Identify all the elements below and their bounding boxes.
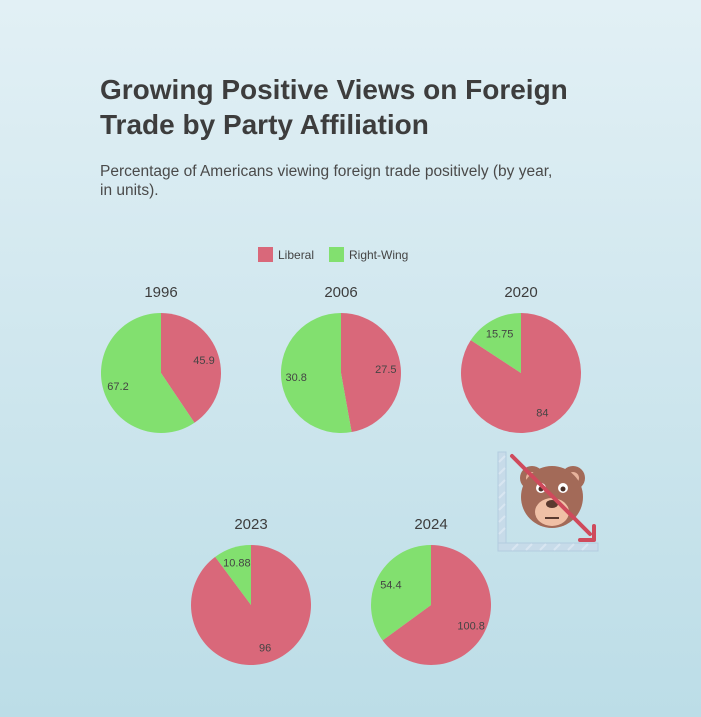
pie-slice-2020-liberal [460, 313, 581, 434]
slice-label-2024-1: 54.4 [380, 580, 401, 592]
pie-1996: 1996 45.9 67.2 [100, 284, 221, 434]
slice-label-2020-0: 84 [536, 408, 548, 420]
pie-slice-2023-liberal [191, 545, 312, 665]
pie-title-2023: 2023 [234, 516, 267, 533]
pie-2020: 2020 84 15.75 [460, 284, 581, 434]
pie-title-1996: 1996 [144, 284, 177, 301]
slice-label-2006-1: 30.8 [285, 372, 306, 384]
slice-label-1996-0: 45.9 [193, 355, 214, 367]
pie-2023: 2023 96 10.88 [191, 516, 312, 665]
pies: 1996 45.9 67.2 2006 27.5 30.8 2020 84 15.75 2023 9… [100, 284, 581, 665]
pie-slice-2006-right-wing [280, 313, 352, 434]
pie-slice-1996-right-wing [100, 313, 195, 434]
legend-label-0: Liberal [278, 248, 314, 262]
legend-swatch-0 [258, 247, 273, 262]
pie-2024: 2024 100.8 54.4 [370, 516, 491, 665]
pie-title-2024: 2024 [414, 516, 447, 533]
pie-slice-2020-right-wing [470, 313, 521, 373]
pie-title-2020: 2020 [504, 284, 537, 301]
pie-slice-2024-right-wing [370, 545, 431, 641]
pie-2006: 2006 27.5 30.8 [280, 284, 401, 434]
legend: Liberal Right-Wing [258, 247, 408, 262]
slice-label-2023-0: 96 [259, 643, 271, 655]
chart-title: Growing Positive Views on Foreign Trade … [100, 74, 568, 140]
pie-slice-2023-right-wing [215, 545, 251, 605]
pie-slice-2006-liberal [341, 313, 401, 433]
chart-subtitle: Percentage of Americans viewing foreign … [100, 163, 553, 199]
bear-market-icon [497, 451, 599, 552]
pie-slice-2024-liberal [382, 545, 491, 665]
legend-label-1: Right-Wing [349, 248, 408, 262]
pie-slice-1996-liberal [161, 313, 221, 423]
pie-title-2006: 2006 [324, 284, 357, 301]
slice-label-2006-0: 27.5 [375, 364, 396, 376]
slice-label-1996-1: 67.2 [107, 381, 128, 393]
legend-swatch-1 [329, 247, 344, 262]
slice-label-2024-0: 100.8 [457, 620, 485, 632]
slice-label-2023-1: 10.88 [223, 557, 251, 569]
slice-label-2020-1: 15.75 [486, 328, 514, 340]
